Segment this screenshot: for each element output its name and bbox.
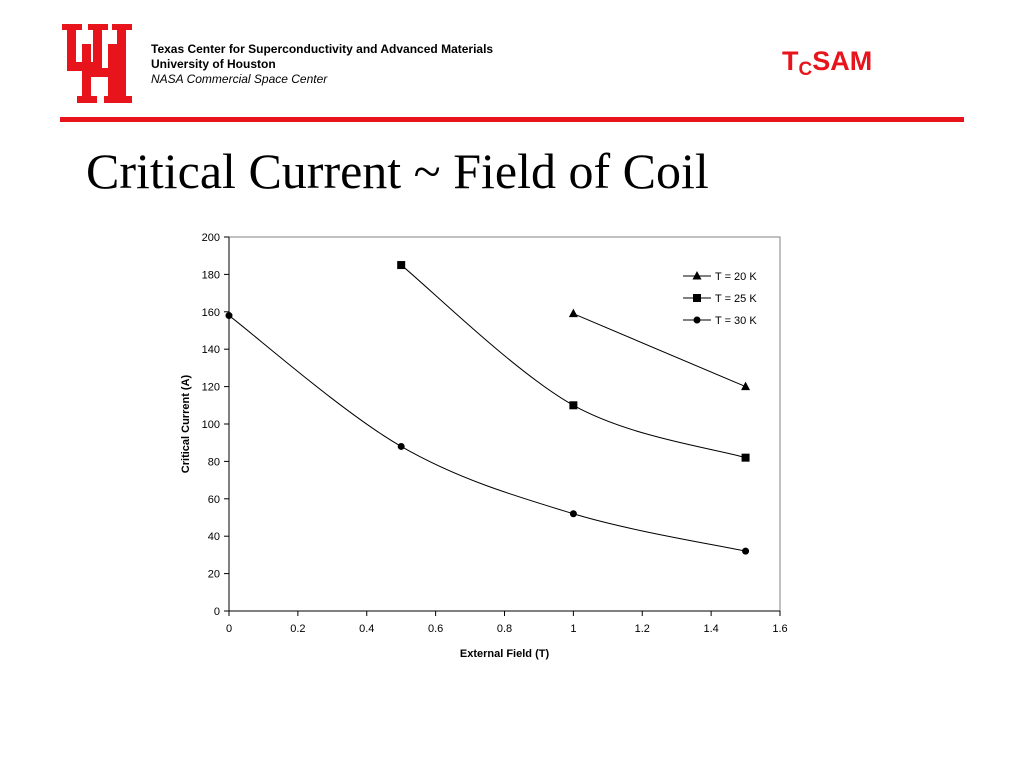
data-point-t-30-k bbox=[742, 547, 750, 555]
y-tick-label: 80 bbox=[208, 456, 220, 468]
legend-label: T = 20 K bbox=[715, 271, 757, 283]
tcsam-brand: TCSAM bbox=[782, 46, 872, 81]
y-tick-label: 40 bbox=[208, 531, 220, 543]
y-tick-label: 140 bbox=[202, 344, 220, 356]
y-tick-label: 120 bbox=[202, 382, 220, 394]
legend-label: T = 30 K bbox=[715, 315, 757, 327]
x-tick-label: 0 bbox=[226, 623, 232, 635]
tcsam-sam: SAM bbox=[812, 46, 873, 76]
header-line-3: NASA Commercial Space Center bbox=[151, 72, 328, 86]
data-point-t-25-k bbox=[741, 453, 750, 462]
slide-title: Critical Current ~ Field of Coil bbox=[86, 143, 709, 199]
data-point-t-20-k bbox=[741, 381, 751, 391]
y-tick-label: 160 bbox=[202, 307, 220, 319]
y-tick-label: 180 bbox=[202, 269, 220, 281]
y-tick-label: 200 bbox=[202, 232, 220, 244]
header-line-1: Texas Center for Superconductivity and A… bbox=[151, 42, 494, 56]
y-axis-label: Critical Current (A) bbox=[180, 374, 192, 473]
legend-label: T = 25 K bbox=[715, 293, 757, 305]
header-divider bbox=[60, 117, 964, 122]
series-line-t-30-k bbox=[228, 315, 746, 552]
header-institution-block: Texas Center for Superconductivity and A… bbox=[151, 42, 493, 87]
header-line-2: University of Houston bbox=[151, 57, 276, 71]
y-tick-label: 0 bbox=[214, 606, 220, 618]
plot-area-border bbox=[228, 236, 781, 612]
x-tick-label: 1.2 bbox=[635, 623, 650, 635]
x-tick-label: 0.2 bbox=[290, 623, 305, 635]
tcsam-t: T bbox=[782, 46, 799, 76]
data-point-t-30-k bbox=[225, 312, 233, 320]
x-tick-label: 0.6 bbox=[428, 623, 443, 635]
legend-marker bbox=[693, 316, 701, 324]
legend-marker bbox=[693, 294, 701, 302]
critical-current-chart: 0 0.2 0.4 0.6 0.8 1 1.2 1.4 1.6 0 20 40 60 80 100 120 14… bbox=[180, 232, 788, 660]
x-axis-label: External Field (T) bbox=[460, 648, 550, 660]
series-line-t-20-k bbox=[573, 313, 746, 388]
x-tick-label: 1.4 bbox=[703, 623, 718, 635]
data-point-t-30-k bbox=[569, 510, 577, 518]
legend-marker bbox=[692, 271, 702, 280]
x-tick-label: 1 bbox=[570, 623, 576, 635]
y-tick-label: 20 bbox=[208, 569, 220, 581]
data-point-t-30-k bbox=[397, 442, 405, 450]
tcsam-c: C bbox=[798, 59, 813, 80]
y-tick-label: 100 bbox=[202, 419, 220, 431]
x-tick-label: 1.6 bbox=[772, 623, 787, 635]
data-point-t-25-k bbox=[569, 401, 578, 410]
series-line-t-25-k bbox=[400, 264, 746, 459]
x-tick-label: 0.8 bbox=[497, 623, 512, 635]
data-point-t-20-k bbox=[568, 308, 578, 318]
y-tick-label: 60 bbox=[208, 494, 220, 506]
uh-logo bbox=[62, 24, 132, 103]
data-point-t-25-k bbox=[397, 261, 406, 270]
x-tick-label: 0.4 bbox=[359, 623, 374, 635]
